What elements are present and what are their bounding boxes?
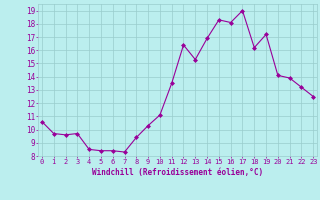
X-axis label: Windchill (Refroidissement éolien,°C): Windchill (Refroidissement éolien,°C) bbox=[92, 168, 263, 177]
